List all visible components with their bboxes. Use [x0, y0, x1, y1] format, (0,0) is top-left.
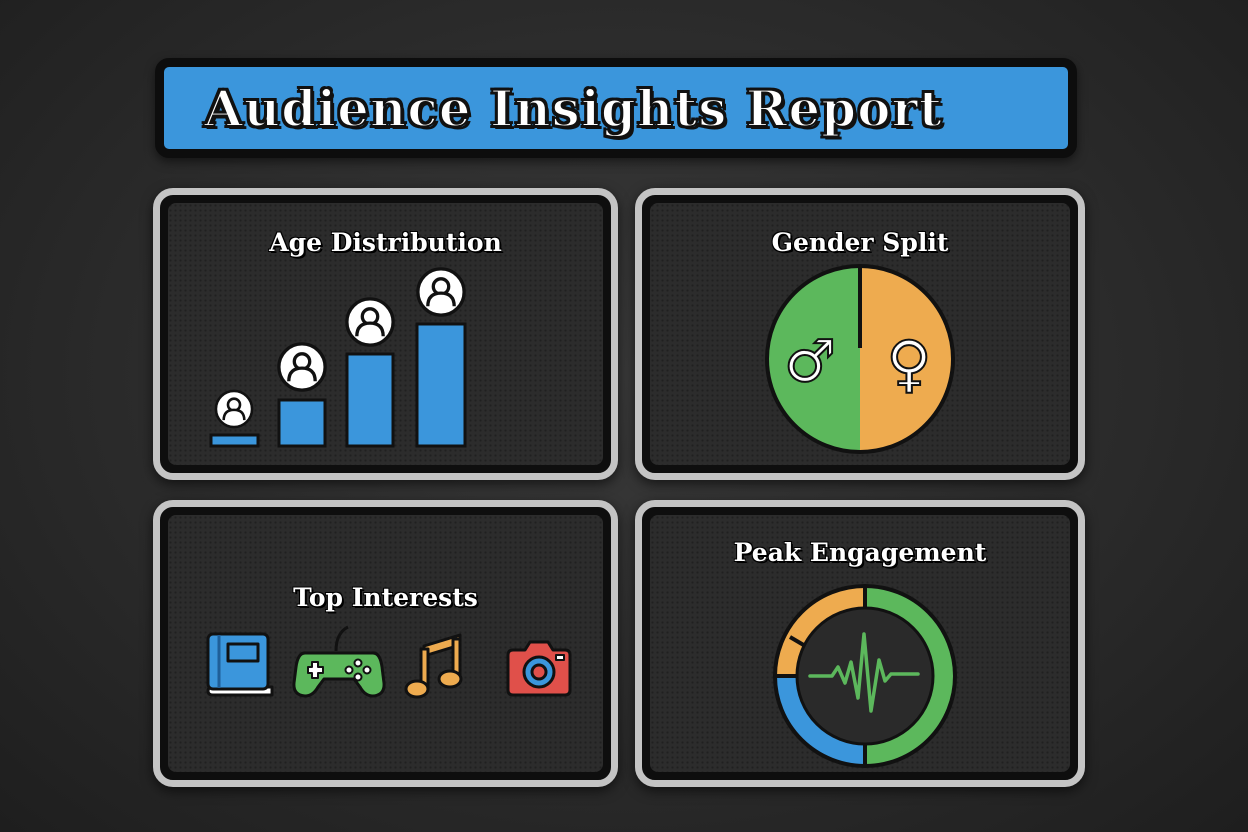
female-icon: ♀ [886, 327, 931, 400]
person-icon [214, 389, 254, 429]
age-bar-4 [415, 322, 467, 448]
age-distribution-title: Age Distribution [269, 228, 502, 257]
peak-engagement-title: Peak Engagement [733, 538, 987, 567]
music-note-icon [404, 633, 463, 699]
age-distribution-panel: Age Distribution [153, 188, 618, 480]
engagement-ring-chart [773, 584, 957, 768]
gender-split-title: Gender Split [771, 228, 949, 257]
male-slice [767, 266, 860, 452]
title-banner: Audience Insights Report [155, 58, 1077, 158]
page-title: Audience Insights Report [203, 78, 943, 139]
top-interests-panel: Top Interests [153, 500, 618, 787]
age-bar-2 [277, 398, 327, 448]
top-interests-title: Top Interests [293, 583, 478, 612]
gender-pie-chart: ♂ ♀ [765, 264, 955, 454]
person-icon [416, 267, 466, 317]
book-icon [206, 632, 274, 697]
female-slice [860, 266, 953, 452]
camera-icon [506, 640, 572, 697]
male-icon: ♂ [784, 327, 836, 395]
gamepad-icon [292, 625, 386, 698]
age-bar-3 [345, 352, 395, 448]
age-bar-chart [209, 267, 467, 448]
gender-split-panel: Gender Split ♂ ♀ [635, 188, 1085, 480]
peak-engagement-panel: Peak Engagement [635, 500, 1085, 787]
age-bar-1 [209, 433, 260, 448]
interests-icons [206, 625, 572, 699]
person-icon [277, 342, 327, 392]
person-icon [345, 297, 395, 347]
pulse-icon [808, 632, 920, 713]
